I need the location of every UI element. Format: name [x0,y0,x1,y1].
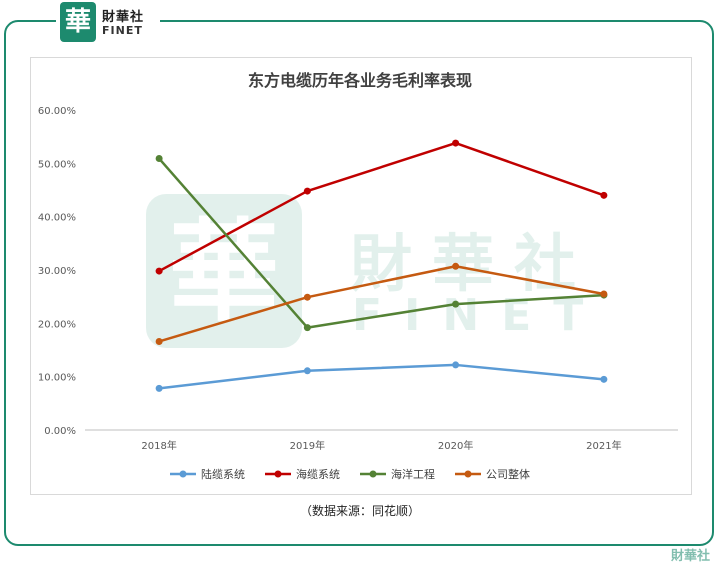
x-tick-label: 2020年 [438,439,473,452]
legend-swatch-dot [369,470,377,478]
brand-name-cn: 財華社 [102,10,145,25]
y-tick-label: 40.00% [38,213,76,224]
y-tick-label: 60.00% [38,106,76,117]
x-tick-label: 2019年 [290,439,325,452]
data-point [155,155,163,163]
series-公司整体 [155,262,608,345]
x-axis-ticks: 2018年 2019年 2020年 2021年 [141,439,621,452]
legend-swatch-dot [464,470,472,478]
source-note: （数据来源：同花顺） [299,504,420,518]
series-lines [155,139,608,392]
y-tick-label: 50.00% [38,159,76,170]
data-point [155,384,163,392]
legend-swatch-dot [274,470,282,478]
data-point [600,290,608,298]
y-tick-label: 10.00% [38,373,76,384]
legend-label: 公司整体 [486,467,530,481]
brand-logo: 華 財華社 FINET [56,0,160,46]
watermark-cn: 財華社 [350,227,596,300]
legend-item: 陆缆系统 [170,467,245,481]
y-axis-ticks: 0.00% 10.00% 20.00% 30.00% 40.00% 50.00% 60.00… [38,106,76,437]
legend: 陆缆系统 海缆系统 海洋工程 公司整体 [170,467,530,481]
data-point [303,187,311,195]
data-point [452,262,460,270]
series-line [158,363,604,390]
legend-swatch-dot [179,470,187,478]
brand-logo-icon: 華 [60,2,96,42]
legend-item: 海缆系统 [265,467,340,481]
data-point [155,267,163,275]
data-point [600,191,608,199]
legend-label: 海洋工程 [391,467,435,481]
y-tick-label: 30.00% [38,266,76,277]
data-point [600,375,608,383]
legend-item: 海洋工程 [360,467,435,481]
x-tick-label: 2021年 [586,439,621,452]
brand-name-en: FINET [102,24,143,37]
series-line [158,265,605,343]
series-海缆系统 [155,139,608,275]
legend-label: 海缆系统 [296,467,340,481]
legend-label: 陆缆系统 [201,467,245,481]
series-line [158,141,605,273]
line-chart: 華 財華社 FINET 东方电缆历年各业务毛利率表现 0.00%10.00%20… [38,71,678,481]
y-tick-label: 0.00% [44,426,76,437]
series-陆缆系统 [155,361,608,392]
chart-panel [30,57,692,495]
x-tick-label: 2018年 [141,439,176,452]
data-point [303,293,311,301]
series-line [158,157,604,329]
data-point [303,324,311,332]
chart-title: 东方电缆历年各业务毛利率表现 [248,71,472,90]
data-point [452,300,460,308]
data-point [452,139,460,147]
corner-watermark: 財華社 [670,549,710,564]
data-point [155,337,163,345]
watermark-seal-char: 華 [169,207,279,336]
y-tick-label: 20.00% [38,319,76,330]
data-point [452,361,460,369]
data-point [303,367,311,375]
legend-item: 公司整体 [455,467,530,481]
outer-frame [4,20,714,546]
